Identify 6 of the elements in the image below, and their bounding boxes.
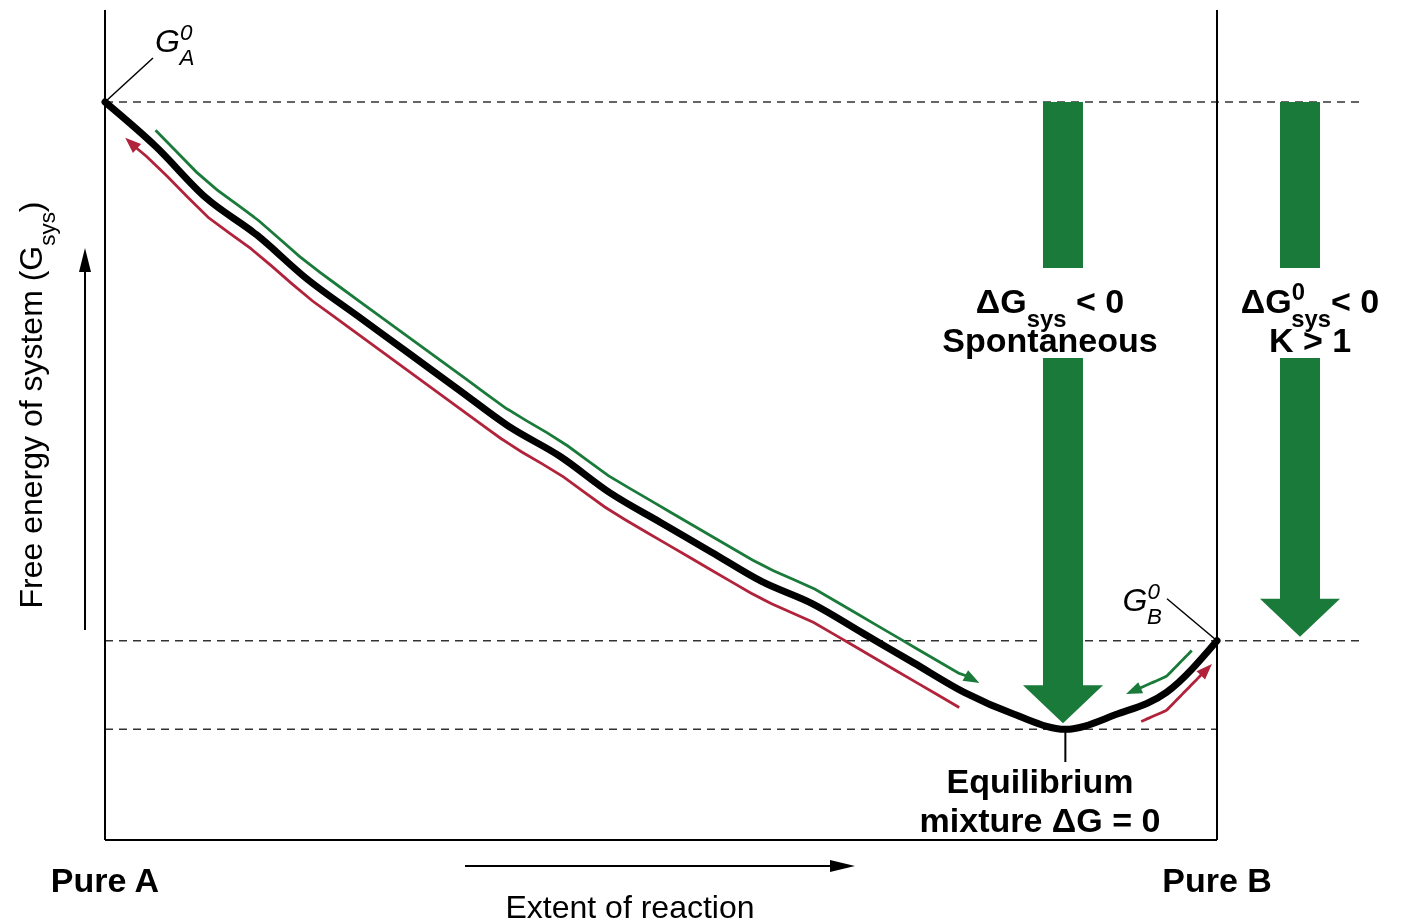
annotation: ΔG$_{sys}$ < 0 Spontaneous xyxy=(942,282,1158,360)
annotation: Equilibrium mixture ΔG = 0 xyxy=(919,762,1161,840)
x-tick-label: Pure B xyxy=(1162,861,1272,899)
text: ΔG$^{0}$$_{sys}$< 0 K > 1 xyxy=(1240,277,1380,360)
x-axis-title: Extent of reaction xyxy=(505,889,755,924)
x-tick-label: Pure A xyxy=(50,861,160,899)
